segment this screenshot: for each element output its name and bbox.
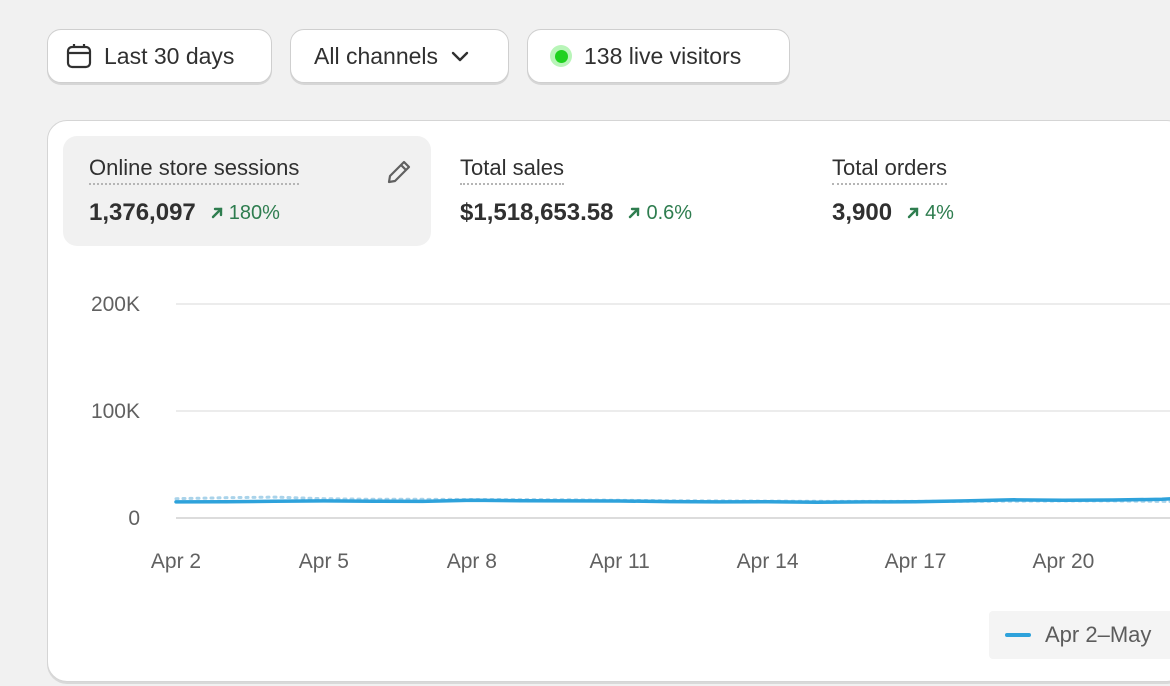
y-tick-label: 200K — [91, 293, 140, 316]
metric-label: Total orders — [832, 154, 947, 185]
calendar-icon — [66, 43, 92, 69]
channel-select[interactable]: All channels — [290, 29, 509, 83]
live-visitors-label: 138 live visitors — [584, 42, 742, 69]
x-tick-label: Apr 14 — [737, 550, 799, 573]
x-tick-label: Apr 2 — [151, 550, 201, 573]
metric-value: 1,376,097 — [89, 199, 196, 226]
legend-swatch — [1005, 633, 1031, 637]
x-tick-label: Apr 17 — [885, 550, 947, 573]
metric-change-value: 4% — [925, 201, 954, 224]
analytics-card: Online store sessions 1,376,097 180% Tot… — [47, 120, 1170, 682]
live-visitors-button[interactable]: 138 live visitors — [527, 29, 790, 83]
metric-change: 4% — [906, 202, 954, 225]
y-tick-label: 100K — [91, 400, 140, 423]
sessions-line-chart: 200K 100K 0 Apr 2 Apr 5 Apr 8 Apr 11 Apr 14 Apr … — [91, 293, 1170, 573]
filter-toolbar: Last 30 days All channels 138 live visit… — [47, 29, 790, 83]
chart-legend: Apr 2–May — [989, 611, 1170, 659]
metric-total-orders[interactable]: Total orders 3,900 4% — [806, 136, 1106, 246]
metric-change-value: 180% — [228, 201, 280, 224]
legend-label: Apr 2–May — [1045, 622, 1152, 647]
chevron-down-icon — [450, 49, 470, 63]
y-tick-label: 0 — [128, 507, 140, 530]
date-range-button[interactable]: Last 30 days — [47, 29, 272, 83]
x-tick-label: Apr 5 — [299, 550, 349, 573]
metric-value: 3,900 — [832, 199, 893, 226]
live-status-dot-icon — [550, 45, 572, 67]
arrow-up-right-icon — [211, 207, 222, 219]
metric-value: $1,518,653.58 — [460, 199, 614, 226]
series-line-current — [174, 497, 1170, 504]
metric-change-value: 0.6% — [646, 201, 693, 224]
date-range-label: Last 30 days — [104, 42, 235, 69]
x-tick-label: Apr 20 — [1032, 550, 1094, 573]
arrow-up-right-icon — [907, 207, 919, 219]
metric-change: 0.6% — [627, 202, 692, 225]
metric-label: Online store sessions — [89, 154, 300, 185]
metric-total-sales[interactable]: Total sales $1,518,653.58 0.6% — [434, 136, 774, 246]
metric-change: 180% — [210, 202, 280, 225]
metric-label: Total sales — [460, 154, 564, 185]
arrow-up-right-icon — [629, 207, 640, 219]
channel-label: All channels — [314, 42, 439, 69]
x-tick-label: Apr 11 — [590, 550, 650, 573]
metric-online-store-sessions[interactable]: Online store sessions 1,376,097 180% — [63, 136, 431, 246]
pencil-icon[interactable] — [385, 158, 413, 191]
x-tick-label: Apr 8 — [447, 550, 497, 573]
